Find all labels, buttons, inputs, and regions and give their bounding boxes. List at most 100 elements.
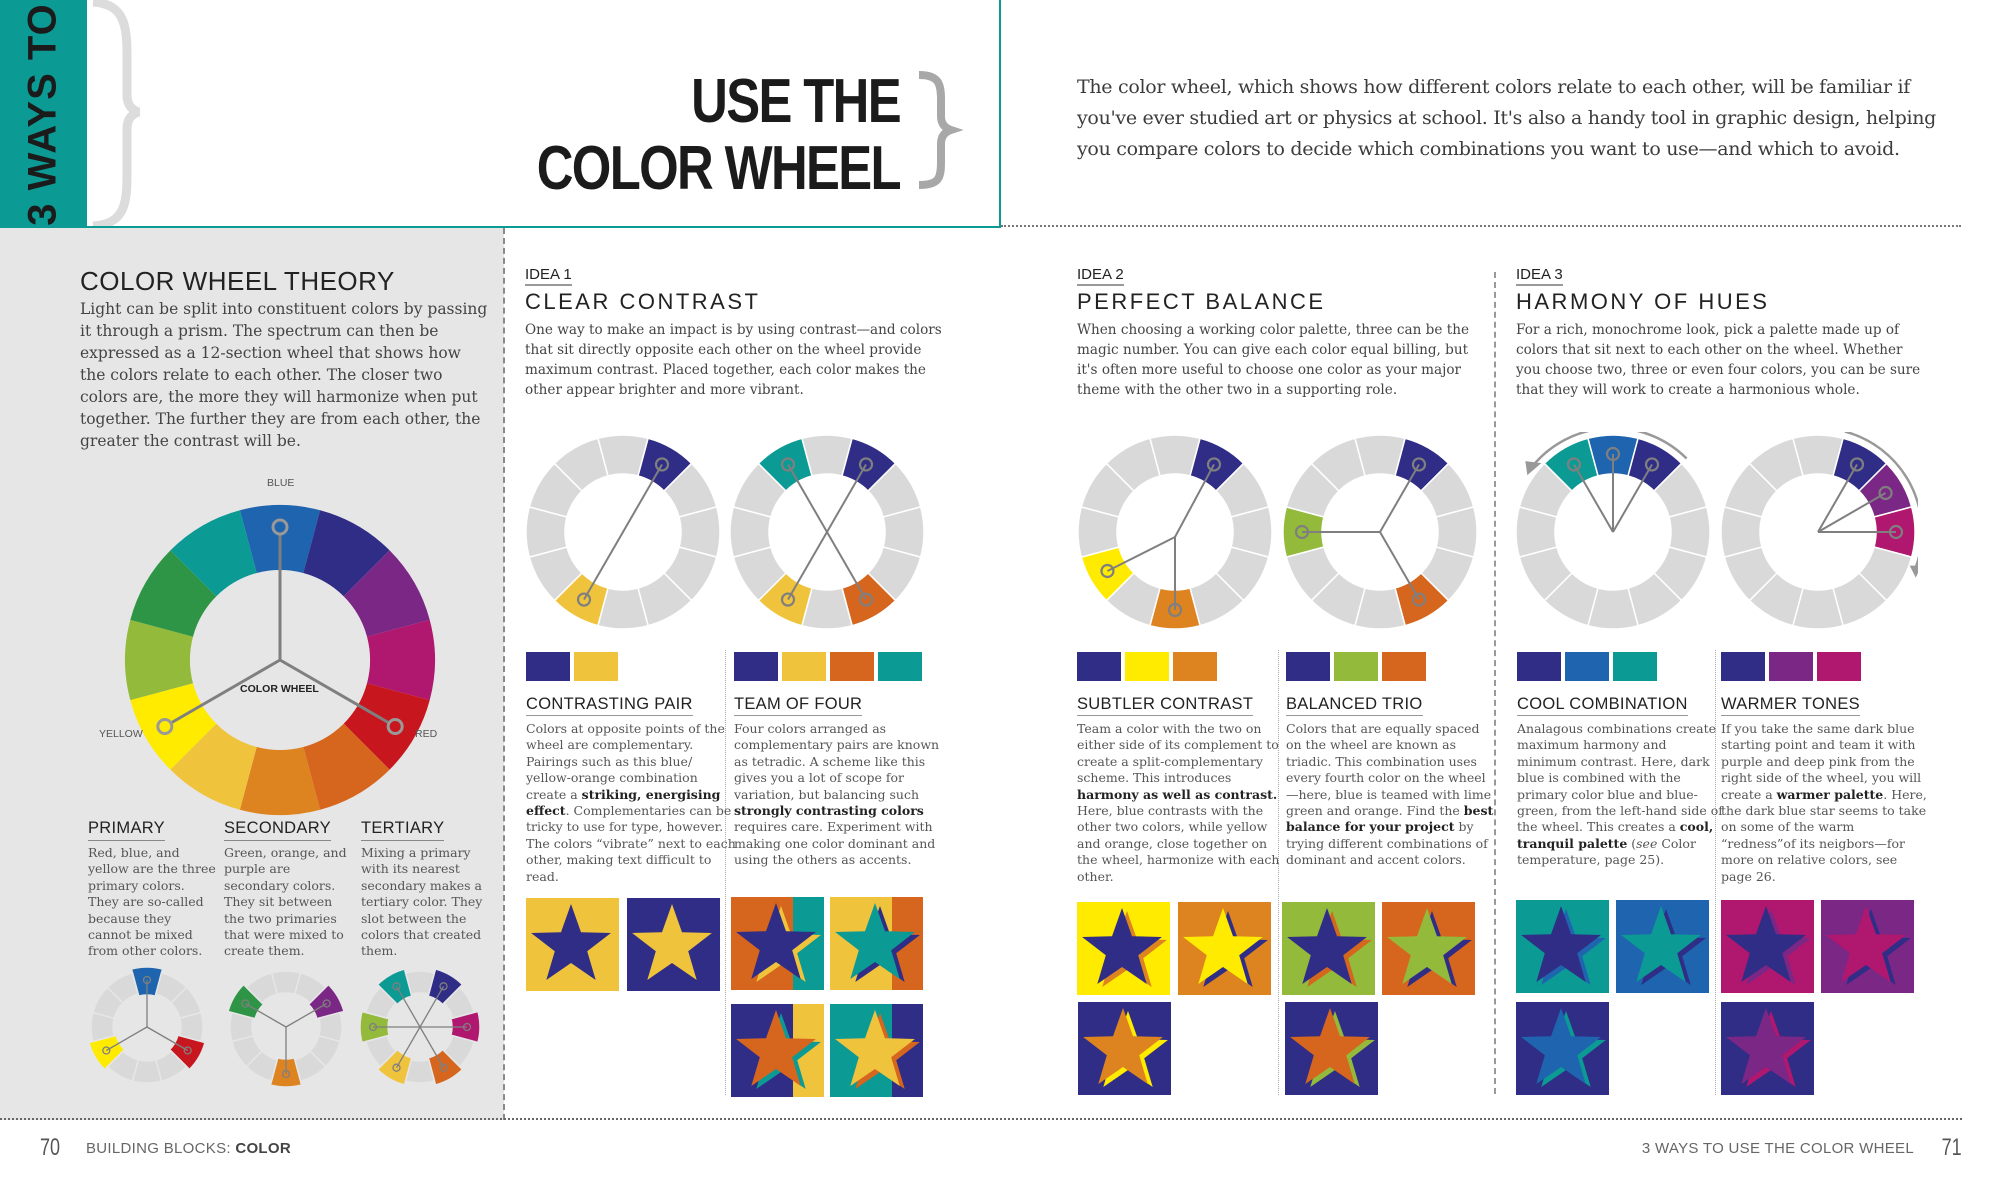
wheel-segment-teal <box>1310 437 1366 493</box>
column-divider <box>725 650 726 1095</box>
wheel-segment-dark_blue <box>303 510 390 597</box>
header-rule <box>87 226 1000 228</box>
star-icon <box>1282 902 1375 995</box>
wheel-segment-teal <box>553 437 609 493</box>
subtler-contrast-body: Team a color with the two on either side… <box>1077 721 1280 884</box>
main-color-wheel: BLUE YELLOW RED COLOR WHEEL <box>90 470 470 830</box>
idea-3-title: HARMONY OF HUES <box>1516 289 1770 314</box>
header-divider <box>999 0 1001 228</box>
theory-title: COLOR WHEEL THEORY <box>80 266 395 296</box>
running-head-chapter: COLOR <box>235 1140 291 1157</box>
warmer-tones-wheel <box>1720 432 1918 630</box>
wheel-label-red: RED <box>415 728 438 740</box>
wheel-center-label: COLOR WHEEL <box>240 683 319 695</box>
color-swatch <box>1721 652 1765 681</box>
star-example <box>1721 1002 1814 1095</box>
star-example <box>526 898 619 991</box>
star-example <box>1178 902 1271 995</box>
category-primary: PRIMARY Red, blue, and yellow are the th… <box>88 818 218 960</box>
secondary-wheel-diagram <box>227 970 345 1088</box>
star-example <box>731 1004 824 1097</box>
section-tab-label: 3 WAYS TO <box>0 0 87 228</box>
color-swatch <box>1125 652 1169 681</box>
wheel-segment-lime <box>125 619 194 701</box>
star-icon <box>1516 900 1609 993</box>
color-swatch <box>1382 652 1426 681</box>
left-brace-icon <box>92 0 141 228</box>
star-example <box>627 898 720 991</box>
wheel-segment-orange <box>239 746 321 815</box>
star-example <box>1382 902 1475 995</box>
wheel-segment-teal <box>245 971 279 1005</box>
color-swatch <box>526 652 570 681</box>
team-of-four-title: TEAM OF FOUR <box>734 695 863 716</box>
color-swatch <box>574 652 618 681</box>
star-icon <box>627 898 720 991</box>
color-swatch <box>1769 652 1813 681</box>
wheel-segment-red_orange <box>303 723 390 810</box>
subtler-contrast-swatches <box>1077 652 1217 681</box>
balanced-trio-body: Colors that are equally spaced on the wh… <box>1286 721 1494 868</box>
team-of-four-wheel <box>729 434 925 630</box>
header-dotted-rule <box>1001 225 1961 227</box>
warmer-tones-body: If you take the same dark blue starting … <box>1721 721 1927 884</box>
contrasting-pair-swatches <box>526 652 618 681</box>
category-body: Red, blue, and yellow are the three prim… <box>88 845 216 959</box>
category-title: PRIMARY <box>88 819 165 841</box>
running-head-right: 3 WAYS TO USE THE COLOR WHEEL <box>1641 1140 1914 1157</box>
team-of-four-swatches <box>734 652 922 681</box>
wheel-segment-yellow <box>130 683 217 770</box>
wheel-segment-green <box>130 550 217 637</box>
right-brace-icon <box>918 71 964 189</box>
star-example <box>1516 900 1609 993</box>
running-head-left: BUILDING BLOCKS: COLOR <box>86 1140 291 1157</box>
color-swatch <box>1565 652 1609 681</box>
star-icon <box>1382 902 1475 995</box>
section-tab-text: 3 WAYS TO <box>21 2 66 226</box>
column-divider <box>1278 650 1279 1095</box>
color-swatch <box>830 652 874 681</box>
category-body: Mixing a primary with its nearest second… <box>361 845 483 959</box>
category-secondary: SECONDARY Green, orange, and purple are … <box>224 818 354 960</box>
color-swatch <box>1817 652 1861 681</box>
subtler-contrast-wheel <box>1077 434 1273 630</box>
idea-2-body: When choosing a working color palette, t… <box>1077 322 1470 398</box>
star-icon <box>731 897 824 990</box>
intro-paragraph: The color wheel, which shows how differe… <box>1077 76 1937 160</box>
color-swatch <box>1077 652 1121 681</box>
star-icon <box>1616 900 1709 993</box>
color-swatch <box>1286 652 1330 681</box>
cool-combination-title: COOL COMBINATION <box>1517 695 1688 716</box>
theory-body: Light can be split into constituent colo… <box>80 300 488 450</box>
color-swatch <box>1173 652 1217 681</box>
star-icon <box>830 897 923 990</box>
color-swatch <box>1334 652 1378 681</box>
column-divider <box>1715 650 1716 1095</box>
star-example <box>1721 900 1814 993</box>
star-icon <box>1285 1002 1378 1095</box>
star-example <box>1616 900 1709 993</box>
page-number-left: 70 <box>40 1134 61 1161</box>
wheel-segment-teal <box>1543 437 1599 493</box>
title-line-1: USE THE <box>691 67 902 136</box>
color-swatch <box>878 652 922 681</box>
star-example <box>1821 900 1914 993</box>
wheel-segment-teal <box>376 968 413 1006</box>
star-icon <box>830 1004 923 1097</box>
cool-combination-swatches <box>1517 652 1657 681</box>
star-example <box>1516 1002 1609 1095</box>
tertiary-wheel-diagram <box>359 968 481 1086</box>
wheel-segment-teal <box>1748 437 1804 493</box>
wheel-segment-purple <box>343 550 430 637</box>
title-line-2: COLOR WHEEL <box>536 134 902 203</box>
wheel-segment-teal <box>757 437 813 493</box>
star-icon <box>1721 900 1814 993</box>
star-example <box>830 897 923 990</box>
star-example <box>1282 902 1375 995</box>
star-icon <box>1516 1002 1609 1095</box>
star-icon <box>1078 1002 1171 1095</box>
wheel-segment-yellow_orange <box>170 723 257 810</box>
star-example <box>1078 1002 1171 1095</box>
wheel-label-blue: BLUE <box>267 477 295 489</box>
idea-2-label: IDEA 2 <box>1077 266 1124 286</box>
